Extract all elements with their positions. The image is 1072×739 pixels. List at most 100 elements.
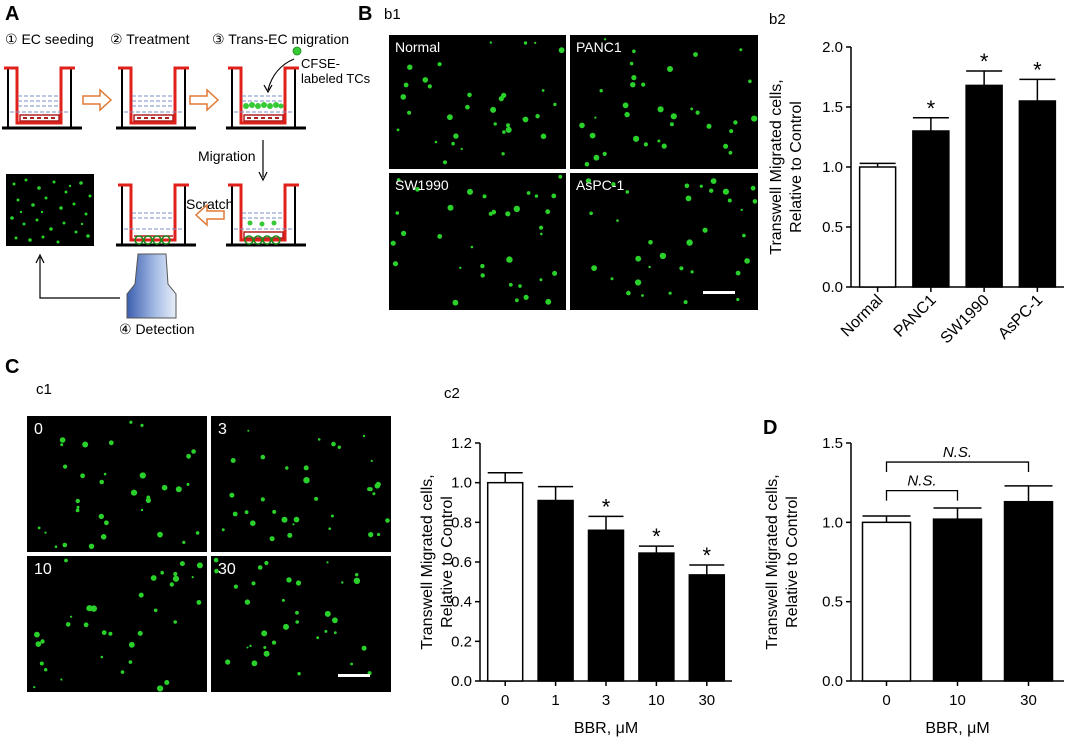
cell-dot — [401, 230, 407, 236]
cell-dot — [501, 92, 507, 98]
cell-dot — [157, 531, 163, 538]
cell-dot — [539, 225, 544, 230]
cell-dot — [62, 542, 68, 548]
cell-dot — [706, 123, 712, 129]
cell-dot — [558, 47, 565, 54]
cell-dot — [709, 188, 714, 193]
cell-dot — [447, 204, 454, 211]
x-tick-label: AsPC-1 — [995, 292, 1046, 343]
cell-dot — [729, 129, 734, 134]
step-trans-ec-migration: ③ Trans-EC migration — [212, 31, 350, 47]
cell-dot — [244, 510, 249, 515]
cell-dot — [657, 139, 661, 143]
cell-dot — [545, 298, 552, 305]
cell-dot — [437, 234, 443, 239]
micrograph-bbr-10-cells — [33, 558, 203, 692]
step-detection: ④ Detection — [119, 321, 195, 337]
cell-dot — [506, 123, 510, 128]
cell-dot — [314, 496, 319, 501]
cell-dot — [372, 492, 376, 496]
micrograph-bbr-0-label: 0 — [34, 421, 43, 438]
cell-dot — [367, 487, 372, 492]
cell-dot — [108, 631, 113, 636]
cell-dot — [233, 584, 238, 589]
cell-dot — [522, 117, 525, 121]
cell-dot — [447, 114, 453, 121]
transwell-well-5 — [116, 183, 196, 247]
bar — [587, 529, 625, 682]
cell-dot — [287, 532, 293, 538]
cell-dot — [422, 77, 429, 83]
cell-dot — [585, 178, 592, 184]
x-tick-label: SW1990 — [938, 292, 993, 347]
cell-dot — [169, 582, 174, 587]
cell-dot — [385, 518, 390, 523]
cell-dot — [139, 472, 146, 479]
y-tick-label: 2.0 — [822, 39, 843, 56]
bar — [486, 481, 524, 682]
cell-dot — [540, 232, 543, 236]
cell-dot — [392, 261, 399, 267]
bar — [932, 518, 983, 682]
cell-dot — [625, 190, 630, 194]
x-axis-label: BBR, μM — [574, 720, 638, 737]
micrograph-aspc1-label: AsPC-1 — [576, 177, 625, 193]
cell-dot — [80, 473, 85, 479]
cell-dot — [508, 282, 513, 287]
cell-dot — [368, 532, 374, 538]
cell-dot — [437, 62, 442, 67]
x-tick-label: 3 — [602, 692, 610, 709]
cell-dot — [685, 195, 692, 202]
panel-letter-a: A — [5, 3, 20, 25]
cell-dot — [175, 486, 182, 493]
cell-dot — [742, 233, 746, 238]
cell-dot — [39, 661, 44, 666]
cell-dot — [129, 420, 133, 424]
cell-dot — [328, 527, 331, 530]
cell-dot — [292, 523, 295, 526]
cell-dot — [40, 639, 45, 644]
panel-b1-label: b1 — [384, 6, 401, 23]
cell-dot — [752, 199, 758, 204]
cell-dot — [467, 92, 472, 98]
x-axis-label: BBR, μM — [925, 720, 989, 737]
scale-bar — [338, 674, 370, 677]
significance-bracket — [885, 489, 959, 501]
cell-dot — [130, 489, 138, 496]
x-tick-label: 0 — [501, 692, 509, 709]
micrograph-bbr-30-label: 30 — [218, 561, 236, 578]
microscope-objective-icon — [126, 253, 177, 319]
cell-dot — [415, 186, 420, 192]
cell-dot — [350, 662, 353, 666]
cell-dot — [602, 151, 607, 156]
cell-dot — [186, 482, 190, 486]
cell-dot — [128, 660, 133, 664]
cell-dot — [506, 256, 513, 263]
cell-dot — [63, 464, 68, 469]
x-tick-label: 30 — [1020, 692, 1037, 709]
bar — [1003, 500, 1054, 682]
process-arrow-1 — [82, 88, 113, 112]
cell-dot — [599, 89, 603, 93]
detection-return-arrow — [39, 257, 120, 299]
cell-dot — [629, 61, 634, 66]
cell-dot — [225, 659, 231, 665]
cell-dot — [390, 240, 396, 246]
cell-dot — [453, 133, 459, 139]
cell-dot — [317, 438, 321, 441]
cell-dot — [633, 135, 640, 142]
scale-bar — [703, 291, 735, 294]
cell-dot — [534, 41, 537, 44]
cell-dot — [684, 183, 690, 189]
cell-dot — [545, 209, 551, 215]
cell-dot — [35, 641, 42, 647]
cell-dot — [480, 263, 485, 269]
cell-dot — [396, 128, 400, 132]
cell-dot — [64, 558, 68, 563]
panel-c1-label: c1 — [36, 381, 52, 398]
cell-dot — [407, 64, 413, 70]
cell-dot — [648, 265, 651, 269]
y-axis-label-line1: Transwell Migrated cells, — [768, 79, 785, 254]
cell-dot — [326, 561, 329, 564]
cell-dot — [90, 605, 97, 612]
